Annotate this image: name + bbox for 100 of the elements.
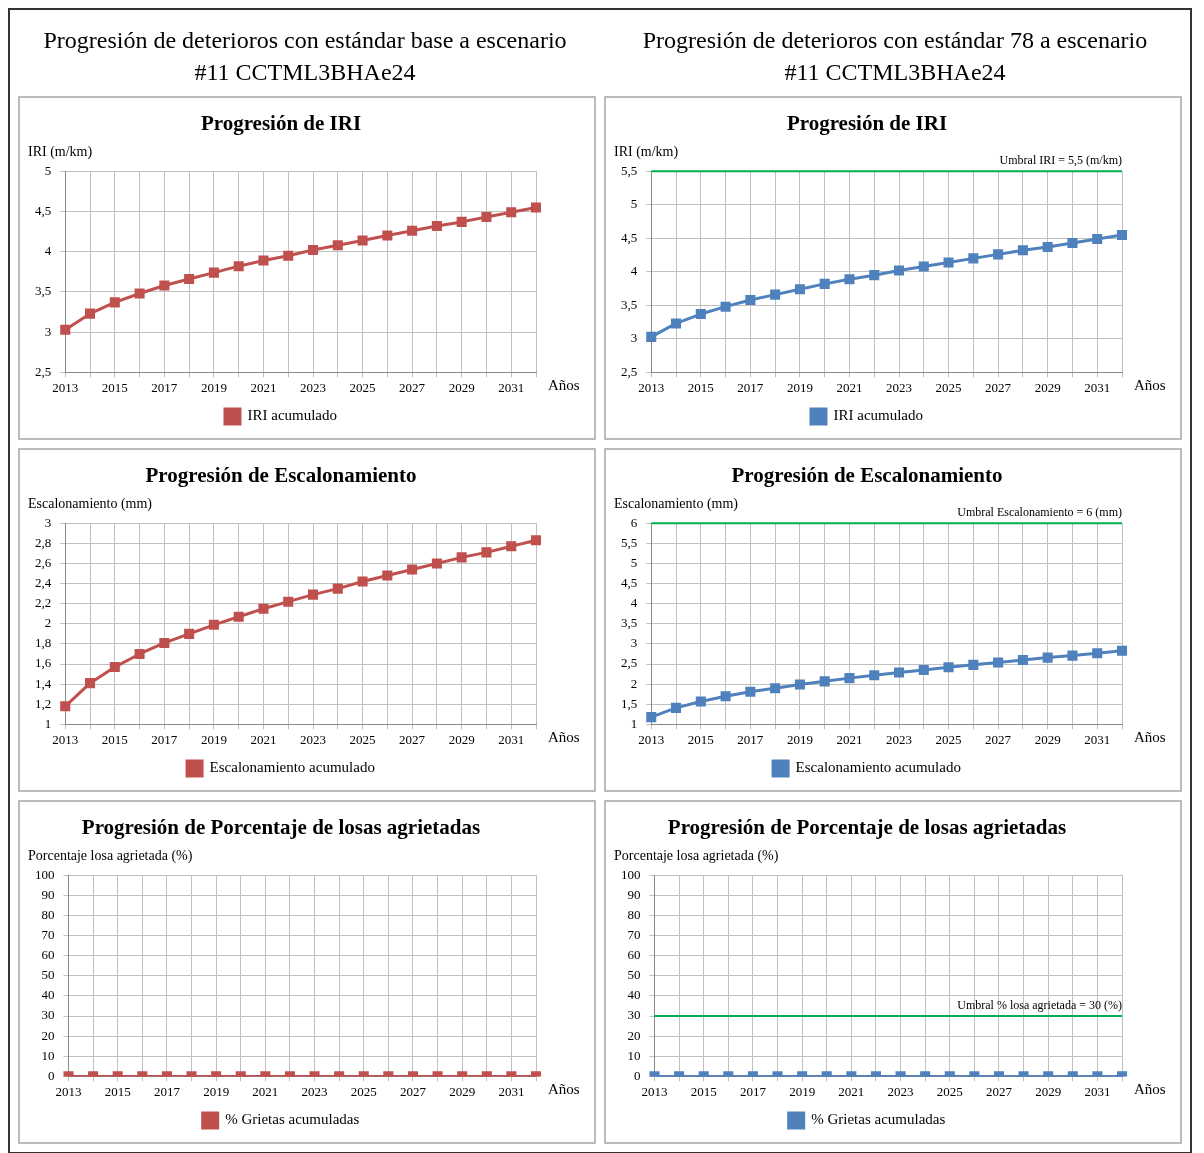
y-tick-label: 30 — [41, 1007, 55, 1023]
y-tick-label: 5 — [630, 554, 638, 570]
chart-title: Progresión de IRI — [200, 111, 362, 136]
y-tick-label: 40 — [41, 987, 55, 1003]
legend-label: % Grietas acumuladas — [225, 1111, 360, 1128]
x-tick-label: 2017 — [153, 1083, 181, 1099]
y-tick-label: 3 — [44, 514, 52, 530]
y-tick-label: 3 — [44, 323, 52, 339]
point — [1092, 233, 1103, 244]
x-tick-label: 2021 — [836, 731, 863, 747]
x-tick-label: 2023 — [300, 379, 327, 395]
point — [646, 712, 657, 723]
x-tick-label: 2021 — [250, 731, 277, 747]
y-tick-label: 90 — [627, 886, 641, 902]
x-tick-label: 2031 — [498, 731, 525, 747]
y-tick-label: 10 — [41, 1047, 55, 1063]
x-tick-label: 2023 — [886, 379, 913, 395]
y-tick-label: 3 — [630, 330, 638, 346]
x-tick-label: 2015 — [104, 1083, 131, 1099]
y-tick-label: 1,5 — [621, 695, 638, 711]
y-axis-title: Porcentaje losa agrietada (%) — [614, 847, 779, 864]
point — [382, 230, 393, 241]
x-tick-label: 2031 — [1084, 379, 1111, 395]
y-tick-label: 5 — [630, 196, 638, 212]
x-tick-label: 2025 — [349, 731, 376, 747]
x-tick-label: 2029 — [448, 731, 475, 747]
point — [134, 288, 145, 299]
y-axis-title: Escalonamiento (mm) — [614, 495, 739, 512]
x-tick-label: 2015 — [690, 1083, 717, 1099]
legend-label: Escalonamiento acumulado — [209, 759, 375, 776]
y-tick-label: 100 — [35, 866, 55, 882]
y-axis-title: IRI (m/km) — [28, 143, 93, 160]
x-tick-label: 2015 — [101, 731, 128, 747]
point — [844, 274, 855, 285]
point — [745, 294, 756, 305]
x-tick-label: 2027 — [399, 379, 426, 395]
x-tick-label: 2019 — [200, 379, 227, 395]
point — [506, 207, 517, 218]
x-tick-label: 2031 — [498, 1083, 525, 1099]
legend-label: IRI acumulado — [833, 407, 924, 424]
x-axis-title: Años — [1134, 728, 1166, 745]
point — [720, 691, 731, 702]
point — [60, 701, 71, 712]
y-axis-title: Escalonamiento (mm) — [28, 495, 153, 512]
x-tick-label: 2013 — [638, 731, 665, 747]
y-tick-label: 100 — [621, 866, 641, 882]
point — [84, 308, 96, 319]
y-tick-label: 70 — [627, 926, 641, 942]
point — [794, 284, 805, 295]
point — [1042, 241, 1053, 253]
y-tick-label: 60 — [41, 947, 55, 963]
point — [1116, 645, 1128, 656]
point — [695, 309, 706, 320]
chart-title: Progresión de Porcentaje de losas agrietadas — [667, 815, 1067, 840]
point — [993, 657, 1004, 668]
x-tick-label: 2019 — [203, 1083, 230, 1099]
x-tick-label: 2019 — [200, 731, 227, 747]
x-tick-label: 2013 — [641, 1083, 668, 1099]
point — [382, 570, 393, 581]
x-tick-label: 2025 — [349, 379, 376, 395]
point — [60, 324, 71, 335]
x-tick-label: 2027 — [985, 1083, 1013, 1099]
point — [258, 603, 269, 614]
ref-line-label: Umbral IRI = 5,5 (m/km) — [999, 153, 1122, 168]
x-axis-title: Años — [1134, 1080, 1166, 1097]
point — [283, 596, 294, 607]
point — [530, 202, 542, 213]
point — [530, 535, 542, 546]
x-tick-label: 2023 — [300, 731, 327, 747]
point — [407, 225, 418, 236]
point — [745, 686, 756, 697]
point — [307, 589, 319, 600]
point — [1017, 245, 1028, 256]
x-tick-label: 2027 — [985, 731, 1012, 747]
y-tick-label: 70 — [41, 926, 55, 942]
y-tick-label: 60 — [627, 947, 641, 963]
y-tick-label: 1,6 — [35, 655, 52, 671]
point — [646, 331, 657, 342]
point — [109, 297, 120, 308]
x-tick-label: 2013 — [52, 731, 79, 747]
point — [918, 665, 929, 676]
x-axis-title: Años — [1134, 376, 1166, 393]
point — [208, 267, 219, 278]
y-tick-label: 5 — [44, 162, 52, 178]
point — [695, 696, 706, 707]
x-tick-label: 2013 — [52, 379, 79, 395]
point — [1092, 648, 1103, 659]
point — [407, 564, 418, 575]
x-tick-label: 2027 — [985, 379, 1012, 395]
y-tick-label: 5,5 — [621, 534, 638, 550]
point — [893, 265, 905, 276]
point — [968, 253, 979, 264]
y-tick-label: 40 — [627, 987, 641, 1003]
y-tick-label: 1,2 — [35, 695, 52, 711]
point — [357, 576, 368, 587]
point — [918, 261, 929, 272]
x-tick-label: 2017 — [737, 379, 764, 395]
point — [506, 541, 517, 552]
x-tick-label: 2019 — [789, 1083, 816, 1099]
x-tick-label: 2029 — [449, 1083, 476, 1099]
